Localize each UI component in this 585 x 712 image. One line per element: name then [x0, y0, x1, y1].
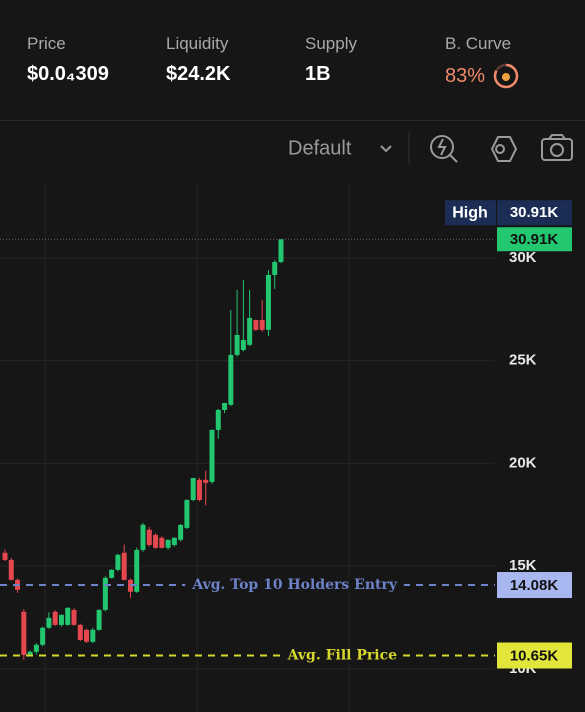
stat-label: Price [27, 34, 66, 53]
candle-body [58, 614, 64, 625]
stat-curve: B. Curve 83% [445, 34, 519, 89]
y-tick-label: 20K [509, 454, 537, 471]
candle-body [153, 534, 159, 548]
level-tag [497, 642, 572, 669]
stat-value: $24.2K [166, 63, 231, 85]
last-price-tag [497, 227, 572, 252]
candle-body [247, 317, 253, 345]
level-name-bg [280, 647, 404, 664]
candle-body [146, 529, 152, 545]
y-tick-label: 25K [509, 352, 537, 369]
candle-body [190, 477, 196, 500]
high-name-tag [445, 200, 496, 226]
stat-value-row: 83% [445, 63, 519, 89]
candle-body [46, 617, 52, 628]
stat-price: Price $0.0₄309 [27, 34, 109, 86]
candle-body [21, 611, 27, 655]
candle-body [265, 274, 271, 330]
candle-body [171, 537, 177, 545]
candle-body [240, 339, 246, 350]
candle-body [165, 539, 171, 548]
preset-select[interactable]: Default [288, 137, 352, 159]
candle-body [65, 607, 71, 625]
candle-body [27, 651, 33, 655]
candle-body [278, 239, 284, 263]
candle-body [184, 499, 190, 528]
candle-body [102, 577, 108, 610]
divider [0, 120, 585, 121]
candle-body [253, 319, 259, 330]
stat-value: 83% [445, 64, 486, 87]
stat-value: 1B [305, 63, 331, 85]
candle-body [8, 559, 14, 580]
candle-body [228, 354, 234, 405]
candle-body [203, 479, 209, 483]
high-name: High [452, 204, 488, 221]
candle-body [134, 549, 140, 592]
settings-button[interactable] [490, 136, 518, 162]
stat-liquidity: Liquidity $24.2K [166, 34, 231, 86]
stat-value: $0.0₄309 [27, 63, 109, 85]
level-tag [497, 572, 572, 599]
candle-body [196, 479, 202, 500]
candle-body [178, 524, 184, 540]
level-name-bg [185, 577, 404, 594]
candle-body [2, 552, 8, 560]
candle-body [84, 629, 90, 642]
stat-supply: Supply 1B [305, 34, 357, 86]
candle-body [121, 552, 127, 580]
candle-body [222, 402, 228, 410]
chevron[interactable] [380, 145, 392, 153]
last-price-label: 30.91K [510, 231, 559, 248]
settings-icon [495, 144, 505, 154]
stat-label: B. Curve [445, 34, 512, 53]
stat-label: Liquidity [166, 34, 229, 53]
screenshot-button[interactable] [541, 134, 573, 161]
level-tag-label: 10.65K [510, 647, 559, 664]
y-tick-label: 15K [509, 557, 537, 574]
candle-body [52, 611, 58, 625]
candle-body [234, 334, 240, 355]
candle-body [90, 629, 96, 642]
level-tag-label: 14.08K [510, 577, 559, 594]
candle-body [33, 644, 39, 652]
curve-icon [493, 63, 519, 89]
candle-body [259, 319, 265, 330]
candle-body [215, 409, 221, 430]
candle-body [140, 524, 146, 550]
high-value: 30.91K [510, 204, 559, 221]
candle-body [96, 609, 102, 630]
candle-body [71, 609, 77, 625]
candle-body [115, 554, 121, 570]
candle-body [159, 537, 165, 548]
stat-label: Supply [305, 34, 357, 53]
candle-body [272, 262, 278, 275]
high-value-tag [497, 200, 572, 226]
level-name: Avg. Fill Price [287, 647, 397, 663]
candle-body [77, 624, 83, 640]
candle-body [40, 627, 46, 645]
y-tick-label: 30K [509, 249, 537, 266]
level-name: Avg. Top 10 Holders Entry [191, 577, 398, 593]
candle-body [209, 429, 215, 482]
indicator-button[interactable] [430, 135, 458, 163]
candle-body [109, 569, 115, 578]
